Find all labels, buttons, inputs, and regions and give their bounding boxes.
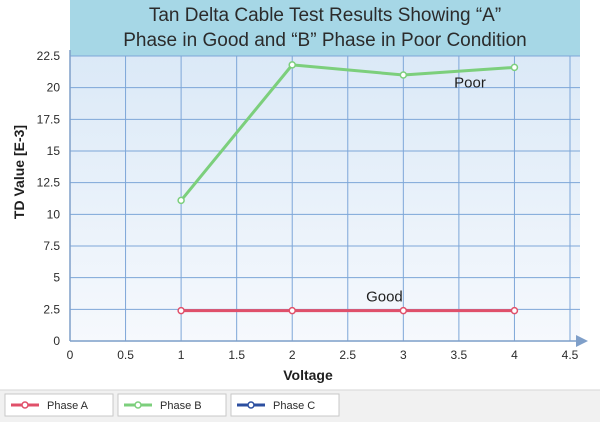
x-tick-label: 3.5 xyxy=(451,348,468,362)
y-tick-label: 7.5 xyxy=(43,239,60,253)
annotation-good: Good xyxy=(366,289,403,306)
x-tick-label: 1.5 xyxy=(228,348,245,362)
series-point-1 xyxy=(288,61,296,69)
x-tick-label: 3 xyxy=(400,348,407,362)
y-tick-label: 20 xyxy=(47,81,61,95)
tick-labels: 0 0.5 1 1.5 2 2.5 3 3.5 4 4.502.557.51012.51517.5… xyxy=(37,49,579,362)
x-tick-label: 4 xyxy=(511,348,518,362)
series-point-0 xyxy=(288,306,296,315)
x-axis-title: Voltage xyxy=(283,367,333,383)
y-tick-label: 17.5 xyxy=(37,112,61,126)
axes xyxy=(69,50,588,347)
legend-item-2 xyxy=(230,393,340,417)
legend-label: Phase C xyxy=(273,400,315,412)
y-tick-label: 5 xyxy=(53,271,60,285)
legend-item-0 xyxy=(4,393,114,417)
legend-item-1 xyxy=(117,393,227,417)
legend-label: Phase A xyxy=(47,400,89,412)
chart-title-line-2: Phase in Good and “B” Phase in Poor Cond… xyxy=(123,30,526,51)
y-axis-title: TD Value [E-3] xyxy=(11,125,27,219)
series-point-1 xyxy=(177,196,185,205)
series-point-1 xyxy=(399,71,408,79)
y-tick-label: 2.5 xyxy=(43,302,60,316)
y-tick-label: 10 xyxy=(47,207,61,221)
plot-area xyxy=(70,56,580,342)
y-tick-label: 15 xyxy=(47,144,61,158)
x-tick-label: 0 xyxy=(67,348,74,362)
x-tick-label: 2.5 xyxy=(339,348,356,362)
y-tick-label: 22.5 xyxy=(37,49,61,63)
x-tick-label: 4.5 xyxy=(562,348,579,362)
legend-swatch-marker xyxy=(247,401,255,409)
x-tick-label: 1 xyxy=(178,348,185,362)
series-line-1 xyxy=(179,63,515,202)
series-point-1 xyxy=(510,63,519,72)
annotation-poor: Poor xyxy=(454,75,486,92)
series-point-0 xyxy=(399,306,408,315)
legend-swatch-marker xyxy=(21,401,29,409)
y-tick-label: 0 xyxy=(53,334,60,348)
legend-swatch-marker xyxy=(134,401,142,409)
legend: Phase A Phase B Phase C xyxy=(4,393,340,417)
x-tick-label: 2 xyxy=(289,348,296,362)
chart-title-line-1: Tan Delta Cable Test Results Showing “A” xyxy=(149,5,501,26)
series xyxy=(177,61,519,315)
y-tick-label: 12.5 xyxy=(37,176,61,190)
x-tick-label: 0.5 xyxy=(117,348,134,362)
legend-label: Phase B xyxy=(160,400,202,412)
series-point-0 xyxy=(510,306,519,315)
title-banner xyxy=(70,0,580,56)
series-point-0 xyxy=(177,306,185,315)
